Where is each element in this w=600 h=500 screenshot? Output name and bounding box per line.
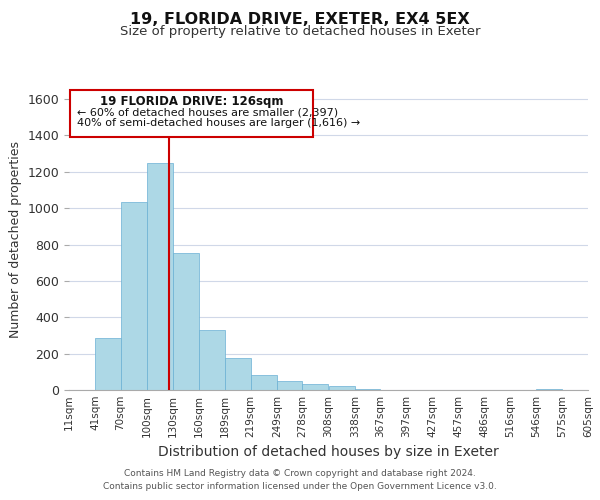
Bar (199, 330, 224, 390)
Bar (121, 202, 147, 390)
Y-axis label: Number of detached properties: Number of detached properties (9, 142, 22, 338)
Text: ← 60% of detached houses are smaller (2,397): ← 60% of detached houses are smaller (2,… (77, 108, 338, 118)
FancyBboxPatch shape (70, 90, 313, 138)
Bar (329, 386, 355, 390)
Text: Contains HM Land Registry data © Crown copyright and database right 2024.: Contains HM Land Registry data © Crown c… (124, 468, 476, 477)
Text: Size of property relative to detached houses in Exeter: Size of property relative to detached ho… (120, 25, 480, 38)
Bar (173, 252, 199, 390)
Bar (224, 358, 251, 390)
Text: 19, FLORIDA DRIVE, EXETER, EX4 5EX: 19, FLORIDA DRIVE, EXETER, EX4 5EX (130, 12, 470, 28)
Text: 19 FLORIDA DRIVE: 126sqm: 19 FLORIDA DRIVE: 126sqm (100, 96, 283, 108)
Bar (355, 389, 380, 390)
Bar (536, 389, 562, 390)
Bar (277, 381, 302, 390)
Bar (302, 384, 329, 390)
Text: 40% of semi-detached houses are larger (1,616) →: 40% of semi-detached houses are larger (… (77, 118, 360, 128)
Bar (95, 338, 121, 390)
Text: Contains public sector information licensed under the Open Government Licence v3: Contains public sector information licen… (103, 482, 497, 491)
Bar (251, 374, 277, 390)
X-axis label: Distribution of detached houses by size in Exeter: Distribution of detached houses by size … (158, 446, 499, 460)
Bar (147, 162, 173, 390)
